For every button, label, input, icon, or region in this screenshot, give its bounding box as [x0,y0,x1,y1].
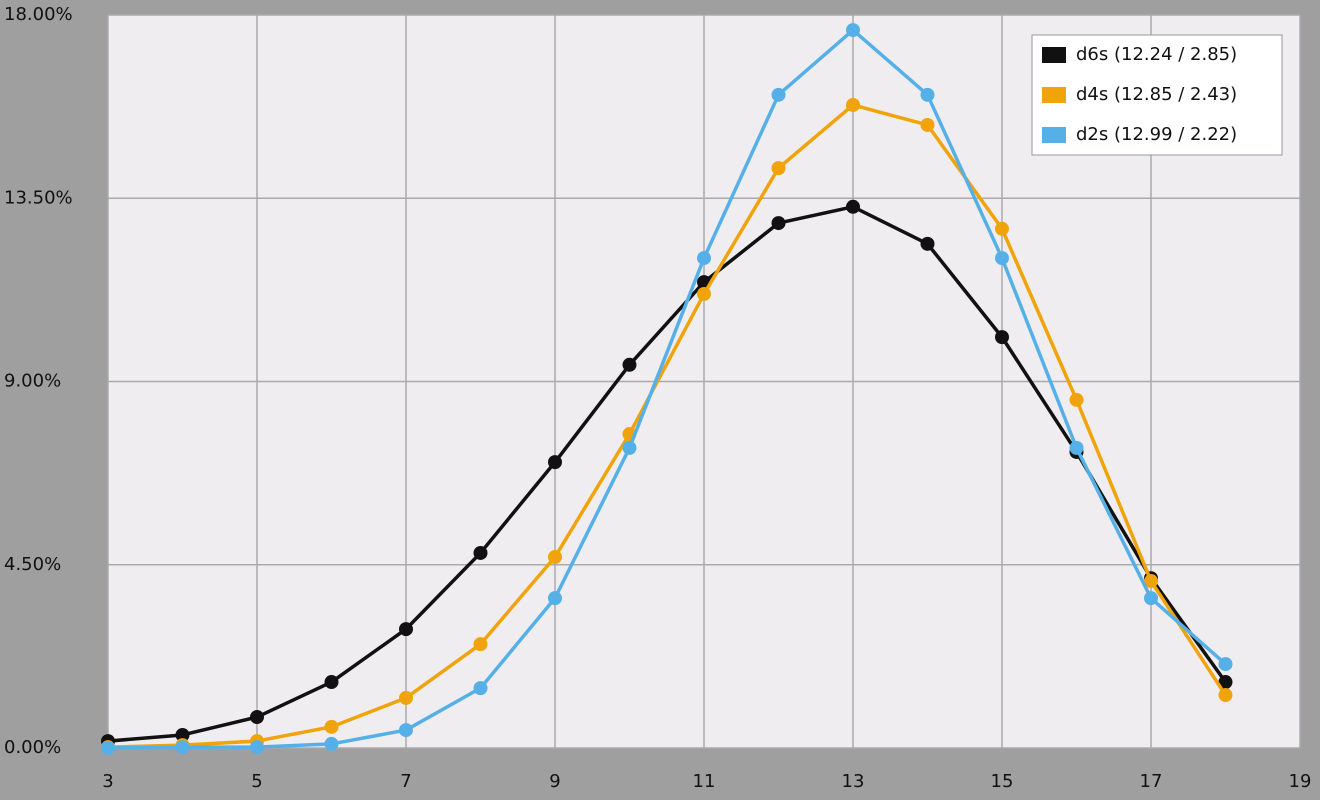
legend-swatch [1042,87,1066,103]
data-point [771,161,786,176]
x-tick-label: 15 [991,771,1014,792]
legend-label: d2s (12.99 / 2.22) [1076,124,1237,145]
data-point [324,736,339,751]
data-point [920,117,935,132]
data-point [473,545,488,560]
data-point [1144,591,1158,606]
data-point [995,251,1009,266]
legend-label: d4s (12.85 / 2.43) [1076,84,1237,105]
data-point [622,440,637,455]
y-tick-label: 13.50% [4,187,73,208]
x-tick-label: 5 [251,771,262,792]
data-point [399,690,413,705]
legend-swatch [1042,47,1066,63]
y-tick-label: 0.00% [4,737,61,758]
data-point [175,740,190,755]
data-point [1069,440,1084,455]
data-point [697,286,711,301]
data-point [920,236,935,251]
data-point [771,87,786,102]
data-point [622,357,637,372]
x-tick-label: 17 [1140,771,1163,792]
data-point [101,741,115,755]
data-point [324,675,339,690]
data-point [548,455,562,470]
legend-label: d6s (12.24 / 2.85) [1076,44,1237,65]
data-point [697,251,711,266]
data-point [995,330,1009,345]
data-point [771,216,786,231]
x-tick-label: 9 [549,771,560,792]
y-tick-label: 9.00% [4,371,61,392]
data-point [920,87,935,102]
data-point [548,591,562,606]
series-line [107,205,1227,743]
data-point [473,681,488,696]
data-point [1218,657,1233,672]
data-point [1144,574,1158,589]
data-point [175,727,190,742]
series-line [107,28,1227,750]
data-point [473,637,488,652]
data-point [846,97,860,112]
data-point [995,221,1009,236]
x-tick-label: 7 [400,771,411,792]
data-point [846,199,860,214]
data-point [399,723,413,738]
data-point [548,550,562,565]
data-point [250,740,264,755]
legend-box [1031,34,1283,156]
y-tick-label: 4.50% [4,554,61,575]
legend-swatch [1042,127,1066,143]
series-line [107,103,1227,749]
data-point [846,23,860,38]
x-tick-label: 13 [842,771,865,792]
data-point [1218,675,1233,690]
data-point [399,622,413,637]
x-tick-label: 19 [1289,771,1312,792]
x-tick-label: 11 [693,771,716,792]
x-tick-label: 3 [102,771,113,792]
data-point [1218,688,1233,703]
data-point [1069,392,1084,407]
data-point [324,719,339,734]
y-tick-label: 18.00% [4,4,73,25]
data-point [250,710,264,725]
